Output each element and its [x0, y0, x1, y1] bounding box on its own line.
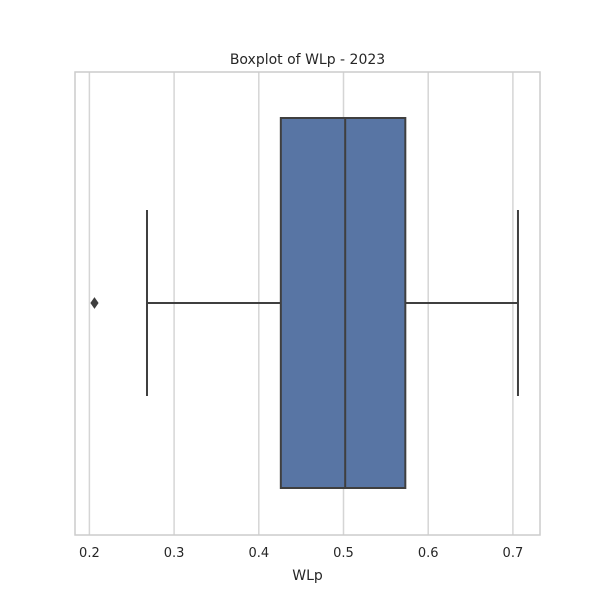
x-tick-label: 0.4	[248, 546, 269, 561]
iqr-box	[279, 117, 407, 489]
outlier-point	[90, 297, 99, 309]
chart-title: Boxplot of WLp - 2023	[230, 52, 385, 68]
x-tick-label: 0.5	[333, 546, 354, 561]
x-tick-label: 0.2	[79, 546, 100, 561]
plot-frame	[74, 71, 541, 536]
box-layer	[90, 117, 519, 489]
x-tick-label: 0.6	[418, 546, 439, 561]
x-tick-label: 0.3	[164, 546, 185, 561]
x-tick-layer: 0.2 0.3 0.4 0.5 0.6 0.7	[79, 546, 523, 561]
x-axis-label: WLp	[292, 568, 323, 584]
x-tick-label: 0.7	[503, 546, 524, 561]
